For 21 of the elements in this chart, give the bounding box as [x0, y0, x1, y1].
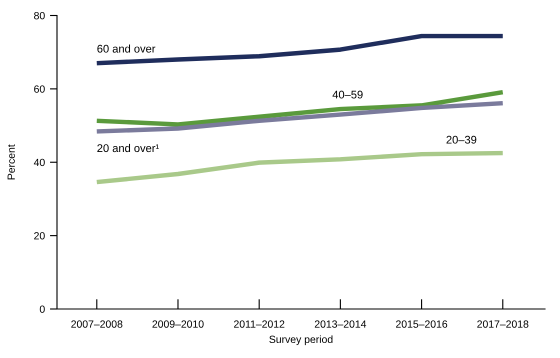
series-label: 40–59 [332, 90, 363, 99]
line-series [94, 150, 505, 184]
series-label: 20 and over¹ [97, 144, 159, 152]
series-label: 20–39 [446, 136, 476, 144]
x-tick-label: 2017–2018 [477, 320, 528, 328]
y-tick-label: 0 [40, 306, 45, 313]
x-tick-label: 2015–2016 [396, 320, 448, 328]
y-tick-label: 60 [34, 85, 45, 93]
line-series [94, 34, 505, 66]
y-tick-label: 80 [34, 12, 45, 20]
series-label: 60 and over [97, 44, 156, 53]
x-tick-label: 2007–2008 [71, 320, 122, 328]
x-axis-title: Survey period [269, 335, 332, 346]
y-axis-title: Percent [8, 144, 15, 180]
y-tick-label: 40 [34, 158, 45, 166]
line-series [94, 90, 505, 127]
x-tick-label: 2009–2010 [152, 320, 204, 328]
line-series [94, 100, 505, 134]
x-tick-label: 2011–2012 [234, 320, 284, 328]
y-tick-label: 20 [34, 232, 45, 240]
x-tick-label: 2013–2014 [314, 320, 366, 328]
